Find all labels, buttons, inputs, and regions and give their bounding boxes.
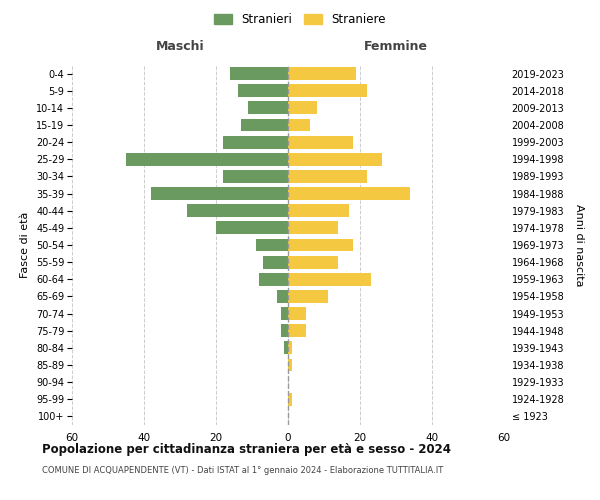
- Text: COMUNE DI ACQUAPENDENTE (VT) - Dati ISTAT al 1° gennaio 2024 - Elaborazione TUTT: COMUNE DI ACQUAPENDENTE (VT) - Dati ISTA…: [42, 466, 443, 475]
- Bar: [288, 187, 410, 200]
- Bar: [187, 204, 288, 217]
- Bar: [288, 273, 371, 285]
- Bar: [284, 342, 288, 354]
- Bar: [288, 238, 353, 252]
- Bar: [281, 307, 288, 320]
- Bar: [288, 170, 367, 183]
- Bar: [151, 187, 288, 200]
- Bar: [288, 307, 306, 320]
- Bar: [288, 84, 367, 97]
- Bar: [126, 153, 288, 166]
- Text: Popolazione per cittadinanza straniera per età e sesso - 2024: Popolazione per cittadinanza straniera p…: [42, 442, 451, 456]
- Legend: Stranieri, Straniere: Stranieri, Straniere: [209, 8, 391, 31]
- Bar: [256, 238, 288, 252]
- Bar: [241, 118, 288, 132]
- Bar: [288, 324, 306, 337]
- Bar: [263, 256, 288, 268]
- Text: Femmine: Femmine: [364, 40, 428, 53]
- Bar: [288, 118, 310, 132]
- Bar: [288, 102, 317, 114]
- Bar: [288, 222, 338, 234]
- Y-axis label: Anni di nascita: Anni di nascita: [574, 204, 584, 286]
- Bar: [288, 290, 328, 303]
- Bar: [288, 153, 382, 166]
- Bar: [288, 256, 338, 268]
- Bar: [230, 67, 288, 80]
- Bar: [223, 136, 288, 148]
- Bar: [223, 170, 288, 183]
- Bar: [216, 222, 288, 234]
- Bar: [248, 102, 288, 114]
- Bar: [288, 136, 353, 148]
- Bar: [288, 204, 349, 217]
- Text: Maschi: Maschi: [155, 40, 205, 53]
- Bar: [288, 342, 292, 354]
- Y-axis label: Fasce di età: Fasce di età: [20, 212, 31, 278]
- Bar: [288, 67, 356, 80]
- Bar: [288, 358, 292, 372]
- Bar: [259, 273, 288, 285]
- Bar: [238, 84, 288, 97]
- Bar: [277, 290, 288, 303]
- Bar: [281, 324, 288, 337]
- Bar: [288, 393, 292, 406]
